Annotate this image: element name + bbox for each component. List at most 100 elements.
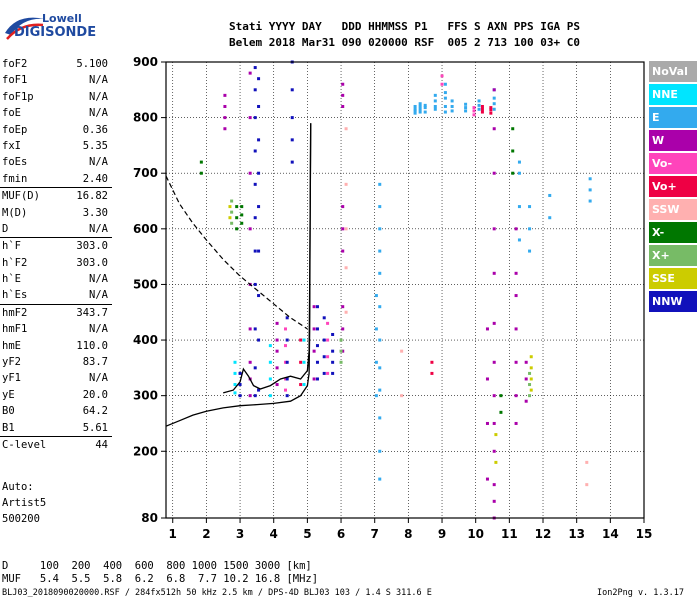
param-label: fmin (2, 172, 28, 185)
auto-artist: Artist5 (2, 497, 47, 509)
echo-point-e (588, 177, 592, 181)
echo-point-w (312, 377, 316, 381)
param-label: C-level (2, 438, 47, 451)
x-tick-label: 13 (568, 527, 585, 541)
echo-point-nne (268, 360, 272, 364)
echo-point-nnw (285, 377, 289, 381)
echo-point-e (378, 205, 382, 209)
param-row: foE N/A (0, 105, 112, 121)
x-tick-label: 7 (371, 527, 379, 541)
echo-point-nnw (322, 316, 326, 320)
x-tick-label: 2 (202, 527, 210, 541)
echo-point-w (275, 338, 279, 342)
param-label: h`Es (2, 289, 28, 302)
legend-item-ssw: SSW (649, 199, 697, 220)
echo-point-nnw (253, 394, 257, 398)
echo-point-e (423, 110, 427, 114)
echo-point-x- (235, 216, 239, 220)
echo-point-nnw (257, 388, 261, 392)
echo-point-nne (233, 360, 237, 364)
y-tick-label: 500 (133, 277, 158, 291)
echo-point-e (418, 107, 422, 111)
x-tick-label: 1 (169, 527, 177, 541)
echo-point-nnw (253, 327, 257, 331)
param-value: 83.7 (82, 356, 108, 369)
echo-point-ssw (585, 460, 589, 464)
y-axis-ticks: 80 200 300 400 500 600 700 800 900 (133, 55, 166, 525)
echo-point-e (528, 249, 532, 253)
legend-item-vo-: Vo- (649, 153, 697, 174)
x-tick-label: 15 (636, 527, 653, 541)
echo-point-e (423, 106, 427, 110)
echo-point-e (464, 106, 468, 110)
echo-point-nnw (322, 355, 326, 359)
echo-point-x- (339, 338, 343, 342)
echo-point-x- (339, 360, 343, 364)
param-label: D (2, 222, 9, 235)
echo-point-e (433, 107, 437, 111)
x-tick-label: 12 (535, 527, 552, 541)
echo-point-nnw (257, 338, 261, 342)
echo-point-e (477, 99, 481, 103)
x-axis-ticks: 1 2 3 4 5 6 7 8 9 10 11 12 13 14 15 (169, 518, 653, 541)
echo-point-e (464, 109, 468, 113)
echo-point-e (418, 110, 422, 114)
echo-point-nnw (253, 282, 257, 286)
echo-point-w (492, 449, 496, 453)
param-row: D N/A (0, 221, 112, 237)
echo-point-nnw (331, 332, 335, 336)
legend-item-w: W (649, 130, 697, 151)
echo-point-nnw (290, 116, 294, 120)
echo-point-nnw (315, 344, 319, 348)
x-tick-label: 3 (236, 527, 244, 541)
param-row: h`F2 303.0 (0, 255, 112, 271)
echo-point-w (341, 305, 345, 309)
param-row: foEs N/A (0, 154, 112, 170)
echo-point-vo- (326, 355, 330, 359)
auto-title: Auto: (2, 481, 34, 493)
legend-item-x-: X- (649, 222, 697, 243)
param-value: N/A (89, 74, 108, 87)
echo-point-vo- (299, 383, 303, 387)
echo-point-w (223, 104, 227, 108)
param-value: N/A (89, 372, 108, 385)
echo-point-nnw (322, 338, 326, 342)
echo-point-e (433, 99, 437, 103)
param-row: h`Es N/A (0, 287, 112, 303)
polarization-legend: NoVal NNE E W Vo- Vo+ SSW X- X+ SSE NNW (649, 61, 697, 314)
echo-point-nnw (331, 371, 335, 375)
echo-point-vo- (472, 113, 476, 117)
echo-point-e (492, 107, 496, 111)
echo-point-x- (499, 394, 503, 398)
param-row: foEp 0.36 (0, 122, 112, 138)
echo-point-e (413, 111, 417, 115)
echo-point-sse (494, 460, 498, 464)
echo-point-w (248, 116, 252, 120)
echo-point-sse (529, 366, 533, 370)
echo-point-nne (233, 371, 237, 375)
echo-point-nnw (257, 171, 261, 175)
echo-point-vo- (284, 344, 287, 348)
echo-point-w (492, 271, 496, 275)
param-value: 5.35 (82, 139, 108, 152)
param-value: 64.2 (82, 405, 108, 418)
echo-point-w (312, 327, 316, 331)
digisonde-logo: Lowell DIGISONDE (2, 6, 162, 46)
logo-text-digisonde: DIGISONDE (14, 25, 97, 40)
echo-point-x- (230, 210, 234, 214)
param-value: N/A (89, 90, 108, 103)
echo-point-x- (240, 213, 244, 217)
echo-point-w (248, 71, 252, 75)
echo-point-nnw (253, 116, 257, 120)
echo-point-sse (228, 216, 232, 220)
echo-point-w (514, 327, 518, 331)
echo-point-w (275, 321, 279, 325)
x-tick-label: 11 (501, 527, 518, 541)
param-label: h`E (2, 273, 21, 286)
echo-point-x- (230, 199, 234, 203)
echo-point-e (443, 104, 447, 108)
echo-point-w (341, 227, 345, 231)
echo-point-w (341, 205, 345, 209)
footer-version: Ion2Png v. 1.3.17 (597, 588, 684, 598)
